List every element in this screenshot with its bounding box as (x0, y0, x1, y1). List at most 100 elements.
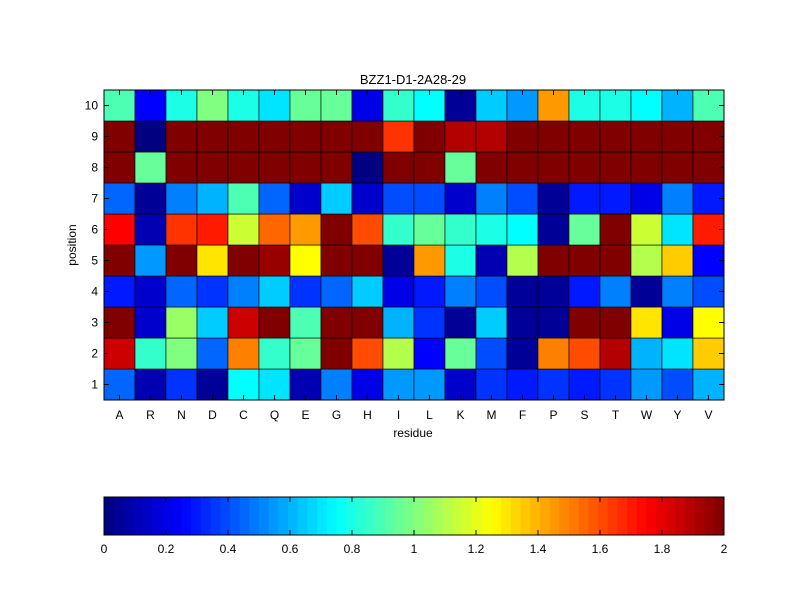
x-tick-label: V (704, 408, 712, 422)
heatmap-cell (227, 244, 260, 277)
heatmap-cell (289, 182, 322, 215)
heatmap-cell (134, 89, 167, 122)
heatmap-cell (475, 89, 508, 122)
colorbar-segment (607, 497, 618, 535)
y-tick-label: 1 (91, 378, 98, 392)
y-tick-label: 7 (91, 192, 98, 206)
heatmap-cell (196, 275, 229, 308)
heatmap-cell (413, 244, 446, 277)
heatmap-cell (506, 89, 539, 122)
heatmap-cell (599, 151, 632, 184)
heatmap-cell (196, 182, 229, 215)
heatmap-cell (165, 213, 198, 246)
heatmap-cell (599, 89, 632, 122)
heatmap-cell (661, 89, 694, 122)
heatmap-cell (630, 213, 663, 246)
heatmap-cell (258, 182, 291, 215)
heatmap-cell (568, 120, 601, 153)
heatmap-cell (320, 213, 353, 246)
heatmap-cell (227, 151, 260, 184)
colorbar-tick-label: 1.4 (530, 542, 547, 556)
colorbar-segment (588, 497, 599, 535)
heatmap-cell (134, 182, 167, 215)
x-tick-label: A (115, 408, 123, 422)
colorbar-segment (617, 497, 628, 535)
heatmap-cell (475, 306, 508, 339)
heatmap-cell (630, 306, 663, 339)
heatmap-cell (165, 306, 198, 339)
heatmap-cell (351, 275, 384, 308)
heatmap-cell (320, 306, 353, 339)
chart-title: BZZ1-D1-2A28-29 (360, 72, 466, 87)
colorbar-segment (229, 497, 241, 535)
heatmap-cell (475, 275, 508, 308)
colorbar-segment (598, 497, 609, 535)
heatmap-cell (630, 244, 663, 277)
heatmap-cell (134, 151, 167, 184)
heatmap-cell (599, 182, 632, 215)
colorbar-segment (239, 497, 250, 535)
colorbar-segment (636, 497, 647, 535)
heatmap-cell (258, 275, 291, 308)
heatmap-cell (537, 120, 570, 153)
heatmap-cell (227, 275, 260, 308)
heatmap-cell (258, 337, 291, 370)
heatmap-cell (444, 244, 477, 277)
colorbar-segment (569, 497, 580, 535)
heatmap-cell (382, 337, 415, 370)
x-tick-label: L (426, 408, 433, 422)
heatmap-cell (165, 151, 198, 184)
colorbar-segment (520, 497, 531, 535)
heatmap-cell (258, 213, 291, 246)
colorbar-segment (414, 497, 425, 535)
colorbar-tick-label: 1 (411, 542, 418, 556)
y-axis-ticks: 1 2 3 4 5 6 7 8 9 10 (85, 99, 724, 392)
heatmap-cell (444, 89, 477, 122)
heatmap-cell (134, 120, 167, 153)
colorbar-segment (578, 497, 589, 535)
heatmap-cell (568, 244, 601, 277)
colorbar-segment (404, 497, 415, 535)
colorbar-segment (714, 497, 725, 535)
heatmap-cell (258, 120, 291, 153)
y-axis-label: position (65, 224, 79, 265)
colorbar-segment (297, 497, 308, 535)
heatmap-cell (382, 306, 415, 339)
heatmap-cell (568, 275, 601, 308)
heatmap-cell (320, 368, 353, 401)
heatmap-cell (382, 213, 415, 246)
colorbar-segment (627, 497, 638, 535)
colorbar-tick-label: 0.2 (158, 542, 175, 556)
colorbar-segment (394, 497, 405, 535)
heatmap-cell (196, 213, 229, 246)
colorbar-segment (152, 497, 163, 535)
heatmap-cell (289, 306, 322, 339)
heatmap-cell (568, 213, 601, 246)
heatmap-cell (661, 337, 694, 370)
heatmap-cell (320, 244, 353, 277)
colorbar-segment (288, 497, 299, 535)
colorbar-segment (452, 497, 463, 535)
colorbar-segment (133, 497, 144, 535)
heatmap-cell (134, 244, 167, 277)
colorbar-segment (559, 497, 570, 535)
heatmap-cell (351, 306, 384, 339)
colorbar-tick-label: 0.4 (220, 542, 237, 556)
x-tick-label: S (580, 408, 588, 422)
colorbar-segment (336, 497, 347, 535)
heatmap-cell (568, 306, 601, 339)
colorbar-segment (307, 497, 318, 535)
colorbar-segment (694, 497, 706, 535)
colorbar-segment (646, 497, 657, 535)
heatmap-cell (568, 151, 601, 184)
colorbar-segment (704, 497, 715, 535)
heatmap-cell (382, 368, 415, 401)
heatmap-cell (661, 368, 694, 401)
colorbar-segment (317, 497, 328, 535)
heatmap-cell (165, 244, 198, 277)
heatmap-cell (103, 306, 136, 339)
colorbar-segment (278, 497, 289, 535)
heatmap-cell (227, 306, 260, 339)
heatmap-cell (692, 368, 725, 401)
heatmap-cell (413, 89, 446, 122)
